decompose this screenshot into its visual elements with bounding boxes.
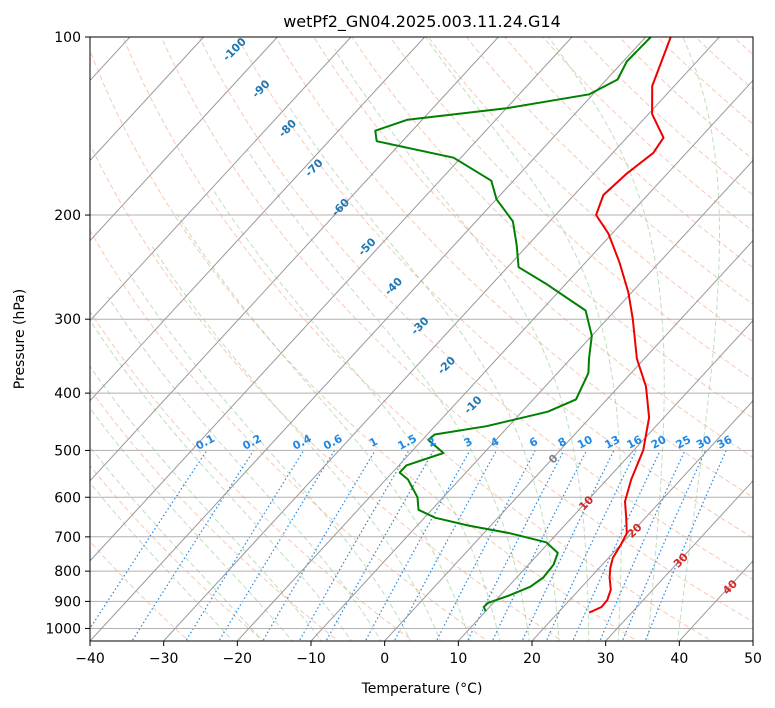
mixing-ratio-label: 10 <box>575 433 595 452</box>
dry-adiabat <box>236 37 753 539</box>
y-tick-label: 400 <box>54 386 81 402</box>
moist-adiabat <box>211 187 501 641</box>
mixing-ratio-label: 36 <box>715 433 735 452</box>
chart-title: wetPf2_GN04.2025.003.11.24.G14 <box>283 12 561 32</box>
x-tick-label: 20 <box>523 651 541 667</box>
mixing-ratio-line <box>393 450 498 641</box>
y-tick-label: 800 <box>54 564 81 580</box>
y-tick-label: 500 <box>54 443 81 459</box>
isotherm <box>90 37 279 242</box>
mixing-ratio-label: 25 <box>674 433 694 452</box>
isotherm <box>90 37 352 322</box>
isotherms <box>90 37 753 641</box>
dry-adiabat <box>427 37 753 343</box>
isotherm <box>531 400 753 641</box>
y-axis-ticks: 100 200 300 400 500 600 700 800 900 1000 <box>45 30 90 637</box>
y-tick-label: 700 <box>54 530 81 546</box>
x-tick-label: 30 <box>597 651 615 667</box>
y-tick-label: 600 <box>54 490 81 506</box>
mixing-ratio-label: 16 <box>625 433 645 452</box>
moist-adiabat <box>151 245 441 641</box>
y-tick-label: 1000 <box>45 621 81 637</box>
mixing-ratio-label: 30 <box>694 433 714 452</box>
isotherm <box>162 37 721 641</box>
sounding-profiles <box>374 37 672 614</box>
isotherm <box>90 37 500 482</box>
dry-adiabat <box>90 310 414 641</box>
y-axis-label: Pressure (hPa) <box>12 289 28 389</box>
x-tick-label: 40 <box>670 651 688 667</box>
isotherm <box>90 37 647 641</box>
pressure-gridlines <box>90 37 753 629</box>
x-axis-label: Temperature (°C) <box>361 681 483 697</box>
y-tick-label: 900 <box>54 594 81 610</box>
isotherm <box>310 159 753 641</box>
dry-adiabat <box>313 37 753 458</box>
y-tick-label: 300 <box>54 312 81 328</box>
isotherm <box>383 239 753 641</box>
isotherm <box>604 480 753 641</box>
moist-adiabat <box>90 365 323 641</box>
isotherm <box>457 319 753 641</box>
mixing-ratio-label: 20 <box>649 433 669 452</box>
moist-adiabat <box>246 149 530 641</box>
y-tick-label: 200 <box>54 208 81 224</box>
mixing-ratio-line <box>90 450 208 630</box>
mixing-ratio-line <box>185 450 305 641</box>
plot-frame <box>89 36 754 642</box>
isotherm <box>90 37 573 562</box>
x-tick-label: 10 <box>449 651 467 667</box>
mixing-ratio-line <box>521 450 615 641</box>
mixing-ratio-line <box>435 450 536 641</box>
moist-adiabat <box>90 482 234 641</box>
mixing-ratio-line <box>262 450 376 641</box>
x-tick-label: −40 <box>75 651 105 667</box>
dry-adiabat <box>198 37 753 581</box>
isotherm <box>90 37 205 162</box>
dry-adiabat <box>275 37 753 498</box>
dewpoint-profile <box>374 37 652 612</box>
moist-adiabat <box>177 214 471 641</box>
x-tick-label: −30 <box>149 651 179 667</box>
temperature-profile <box>588 37 672 614</box>
x-axis-ticks: −40 −30 −20 −10 0 10 20 30 40 50 <box>75 641 762 667</box>
mixing-ratio-line <box>545 450 637 641</box>
x-tick-label: −20 <box>223 651 253 667</box>
moist-adiabat <box>90 407 293 641</box>
x-tick-label: 0 <box>380 651 389 667</box>
x-tick-label: −10 <box>296 651 326 667</box>
mixing-ratio-label: 13 <box>602 433 622 452</box>
moist-adiabat <box>128 272 412 641</box>
isotherm <box>90 37 426 402</box>
x-tick-label: 50 <box>744 651 762 667</box>
moist-adiabat <box>90 446 264 641</box>
mixing-ratio-line <box>644 450 727 641</box>
y-tick-label: 100 <box>54 30 81 46</box>
dry-adiabat <box>389 37 753 381</box>
dry-adiabat <box>90 49 638 641</box>
isotherm <box>236 79 753 641</box>
moist-adiabat <box>107 296 382 641</box>
moist-adiabat <box>287 104 560 641</box>
